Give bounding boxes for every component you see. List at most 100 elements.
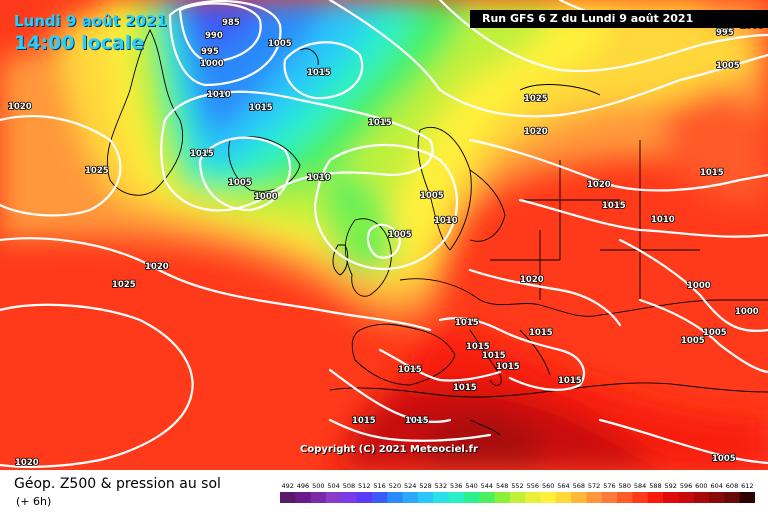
- geopotential-shading: [0, 0, 768, 470]
- isobar-label: 1005: [712, 454, 736, 464]
- isobar-label: 1015: [249, 103, 273, 113]
- isobar-label: 1025: [112, 280, 136, 290]
- isobar-label: 1000: [254, 192, 278, 202]
- legend-tick-label: 536: [450, 482, 462, 490]
- isobar-label: 1005: [716, 61, 740, 71]
- isobar-label: 1015: [307, 68, 331, 78]
- isobar-label: 1005: [388, 230, 412, 240]
- legend-swatch: [601, 492, 618, 503]
- isobar-label: 1015: [453, 383, 477, 393]
- legend-tick-label: 496: [297, 482, 309, 490]
- legend-tick-label: 568: [573, 482, 585, 490]
- isobar-label: 1020: [8, 102, 32, 112]
- isobar-label: 1015: [368, 118, 392, 128]
- isobar-label: 1010: [207, 90, 231, 100]
- legend-swatch: [479, 492, 496, 503]
- legend-swatch: [617, 492, 633, 503]
- isobar-label: 1005: [681, 336, 705, 346]
- legend-tick-label: 556: [527, 482, 539, 490]
- legend-tick-label: 608: [726, 482, 738, 490]
- legend-tick-label: 600: [695, 482, 707, 490]
- legend-swatch: [463, 492, 480, 503]
- isobar-label: 1000: [687, 281, 711, 291]
- legend-tick-label: 576: [603, 482, 615, 490]
- isobar-label: 1015: [602, 201, 626, 211]
- forecast-lead-time: (+ 6h): [16, 495, 52, 508]
- legend-swatch: [571, 492, 587, 503]
- isobar-label: 1025: [524, 94, 548, 104]
- isobar-label: 1015: [466, 342, 490, 352]
- legend-tick-label: 524: [404, 482, 416, 490]
- map-footer: Géop. Z500 & pression au sol (+ 6h): [0, 470, 768, 512]
- legend-tick-label: 540: [465, 482, 477, 490]
- legend-swatch: [356, 492, 373, 503]
- isobar-label: 1015: [352, 416, 376, 426]
- weather-map: 9859909951000100510151010101510151015100…: [0, 0, 768, 470]
- legend-swatch: [647, 492, 664, 503]
- isobar-label: 1015: [700, 168, 724, 178]
- isobar-label: 1020: [524, 127, 548, 137]
- legend-swatch: [586, 492, 603, 503]
- isobar-label: 1020: [15, 458, 39, 468]
- copyright-notice: Copyright (C) 2021 Meteociel.fr: [300, 444, 478, 455]
- isobar-label: 1010: [307, 173, 331, 183]
- legend-tick-label: 504: [327, 482, 339, 490]
- isobar-label: 1020: [145, 262, 169, 272]
- isobar-label: 1015: [190, 149, 214, 159]
- legend-swatch: [555, 492, 572, 503]
- isobar-lines: [0, 0, 768, 468]
- legend-swatch: [310, 492, 327, 503]
- isobar-label: 990: [205, 31, 223, 41]
- isobar-label: 1005: [268, 39, 292, 49]
- legend-tick-label: 564: [557, 482, 569, 490]
- legend-swatch: [448, 492, 465, 503]
- legend-tick-label: 588: [649, 482, 661, 490]
- legend-swatch: [402, 492, 419, 503]
- forecast-time: 14:00 locale: [14, 32, 145, 54]
- legend-swatch: [724, 492, 741, 503]
- map-title: Géop. Z500 & pression au sol: [14, 476, 221, 492]
- legend-tick-label: 532: [435, 482, 447, 490]
- legend-swatch: [525, 492, 541, 503]
- forecast-date: Lundi 9 août 2021: [14, 12, 167, 30]
- legend-tick-label: 552: [511, 482, 523, 490]
- legend-swatch: [678, 492, 695, 503]
- isobar-label: 1010: [434, 216, 458, 226]
- legend-tick-label: 548: [496, 482, 508, 490]
- isobar-label: 1000: [735, 307, 759, 317]
- legend-swatch: [325, 492, 342, 503]
- legend-tick-label: 512: [358, 482, 370, 490]
- isobar-label: 1015: [529, 328, 553, 338]
- legend-swatch: [540, 492, 557, 503]
- legend-swatch: [433, 492, 450, 503]
- legend-swatch: [295, 492, 312, 503]
- legend-tick-label: 528: [419, 482, 431, 490]
- legend-swatch: [693, 492, 710, 503]
- legend-swatch: [739, 492, 755, 503]
- legend-tick-label: 612: [741, 482, 753, 490]
- legend-tick-label: 580: [619, 482, 631, 490]
- isobar-label: 1020: [587, 180, 611, 190]
- isobar-label: 1015: [455, 318, 479, 328]
- isobar-label: 1025: [85, 166, 109, 176]
- model-run-label: Run GFS 6 Z du Lundi 9 août 2021: [470, 10, 768, 28]
- isobar-label: 1005: [703, 328, 727, 338]
- legend-tick-label: 516: [373, 482, 385, 490]
- isobar-label: 1015: [482, 351, 506, 361]
- legend-tick-label: 508: [343, 482, 355, 490]
- legend-swatch: [509, 492, 526, 503]
- isobar-labels: 9859909951000100510151010101510151015100…: [7, 17, 764, 469]
- isobar-label: 1010: [651, 215, 675, 225]
- legend-swatch: [280, 492, 296, 503]
- legend-swatch: [387, 492, 404, 503]
- legend-tick-label: 544: [481, 482, 493, 490]
- legend-swatch: [341, 492, 358, 503]
- legend-swatch: [494, 492, 511, 503]
- legend-tick-label: 500: [312, 482, 324, 490]
- legend-swatch: [632, 492, 649, 503]
- isobar-label: 995: [716, 28, 734, 38]
- isobar-label: 1015: [398, 365, 422, 375]
- legend-tick-label: 584: [634, 482, 646, 490]
- isobar-label: 995: [201, 47, 219, 57]
- legend-tick-label: 596: [680, 482, 692, 490]
